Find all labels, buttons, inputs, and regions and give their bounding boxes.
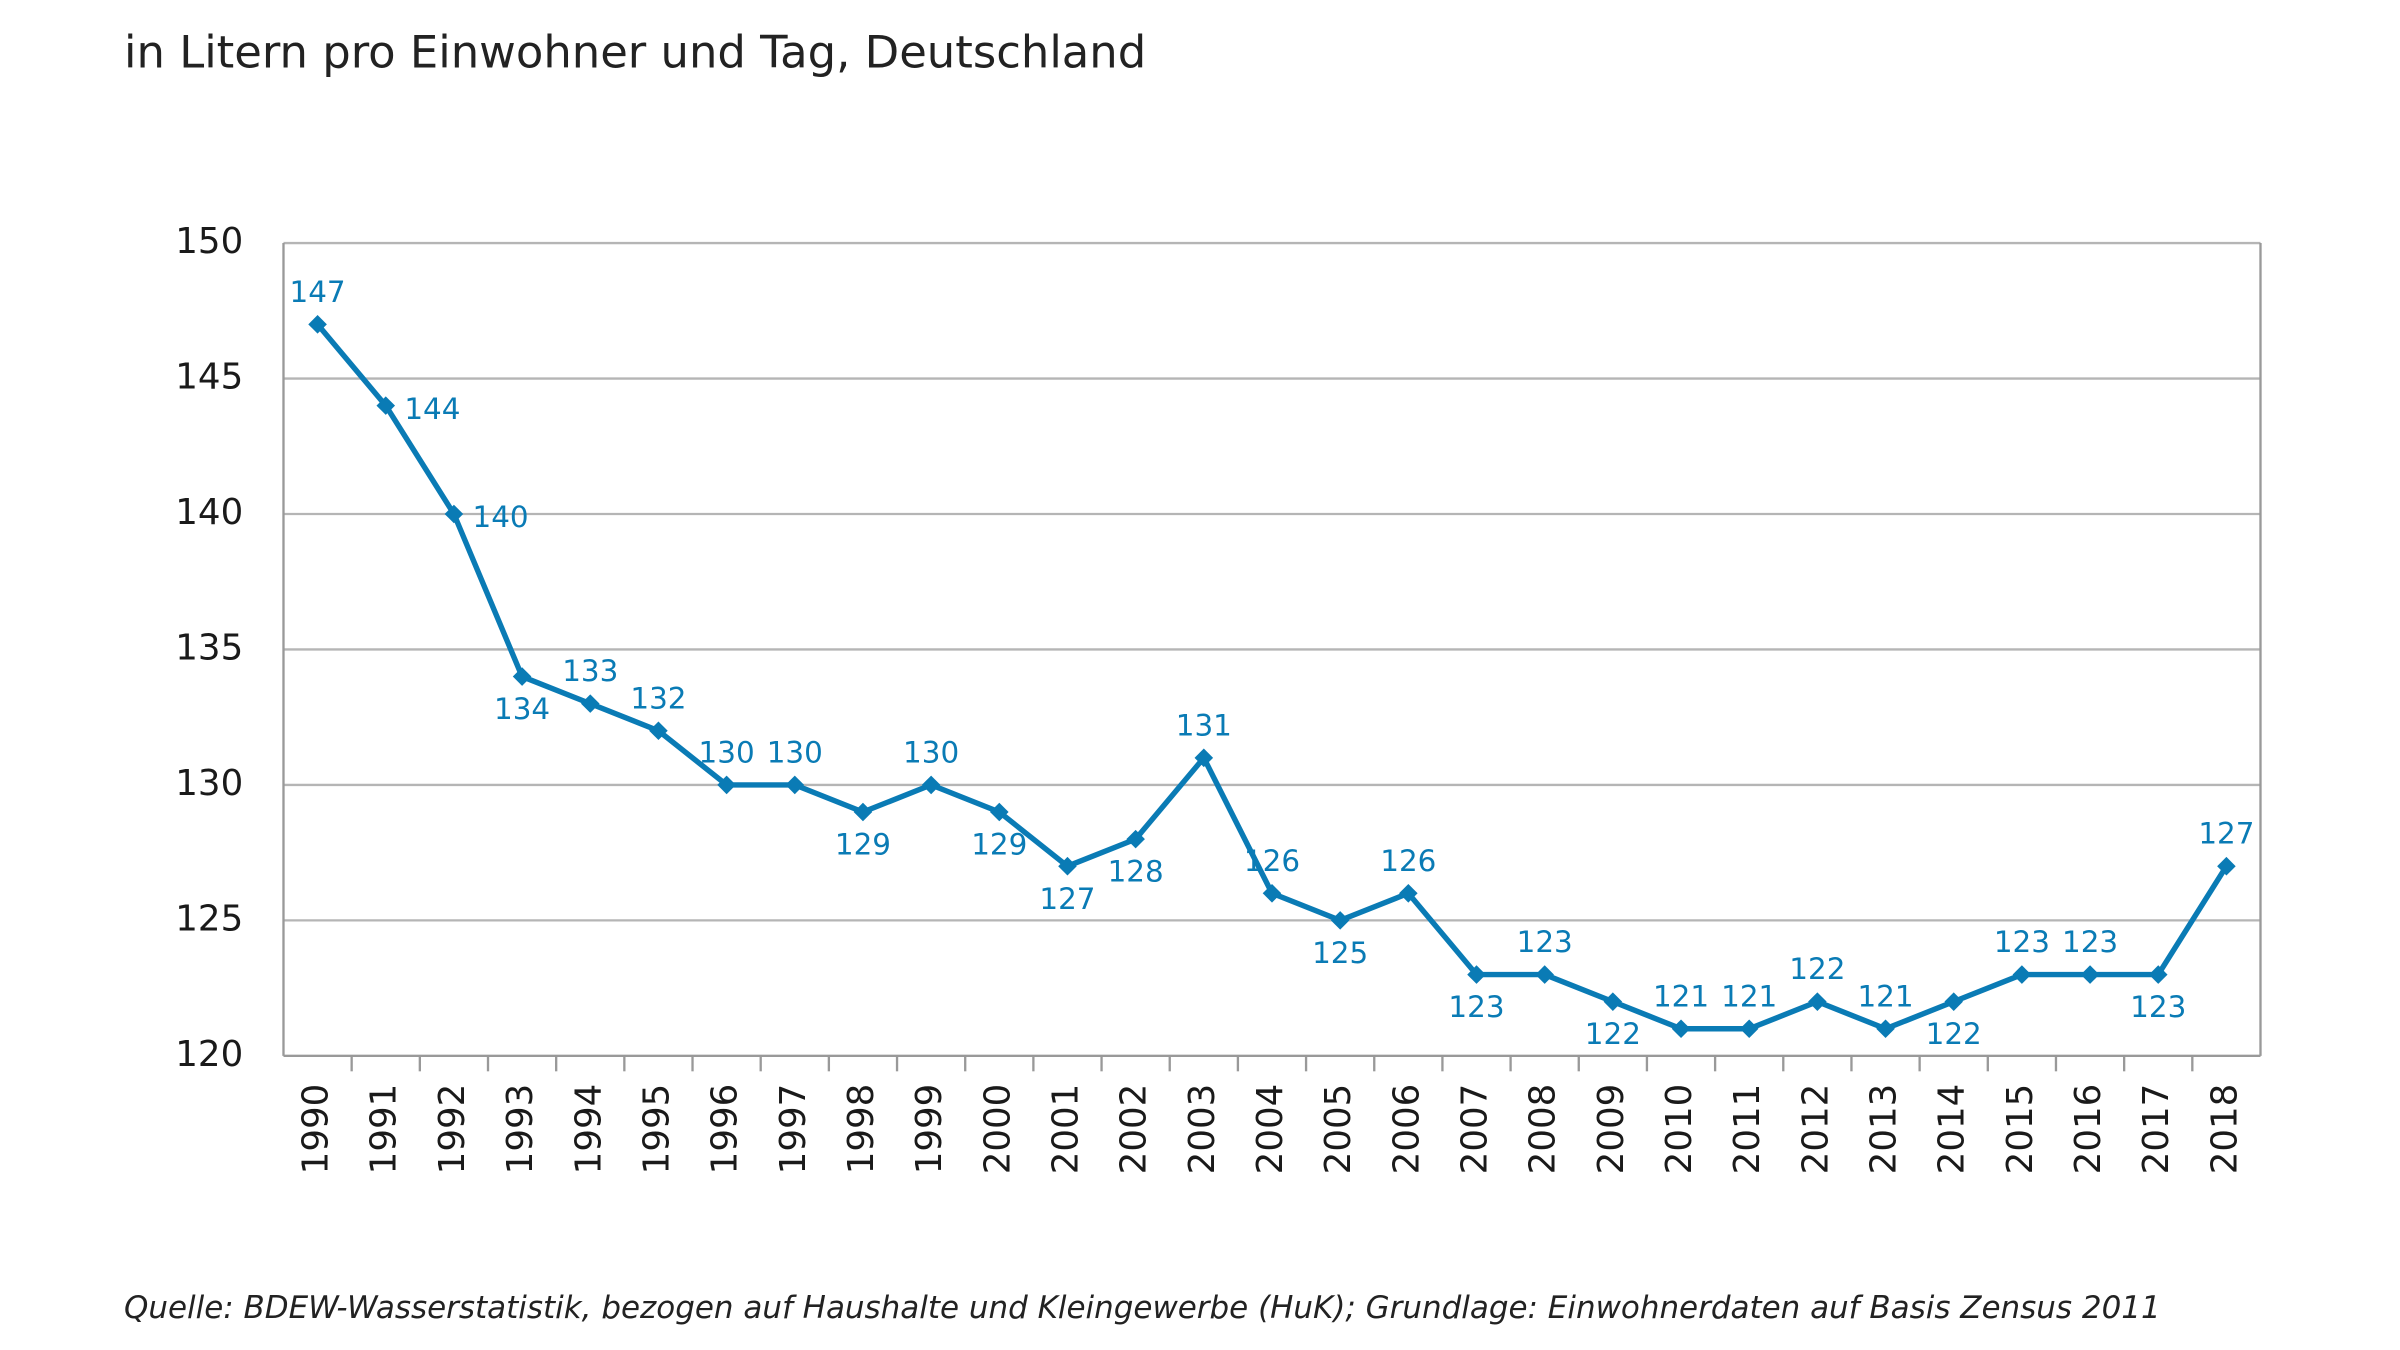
data-point: [2012, 965, 2032, 984]
x-tick-label: 2000: [977, 1084, 1018, 1175]
x-tick-label: 1993: [500, 1084, 541, 1175]
data-label: 123: [1517, 925, 1573, 959]
data-point: [2217, 856, 2236, 876]
data-label: 134: [494, 692, 550, 726]
x-tick-label: 2002: [1114, 1084, 1155, 1175]
x-tick-label: 2010: [1659, 1084, 1700, 1175]
data-point: [1671, 1019, 1691, 1039]
data-point: [1808, 992, 1827, 1011]
x-tick-label: 2012: [1795, 1084, 1836, 1175]
x-tick-label: 1992: [432, 1084, 473, 1175]
y-tick-label: 150: [175, 221, 243, 262]
x-tick-label: 1999: [909, 1084, 950, 1175]
data-point: [1876, 1019, 1895, 1039]
data-label: 121: [1653, 979, 1709, 1013]
x-tick-label: 2015: [2000, 1084, 2041, 1175]
data-point: [1399, 884, 1418, 903]
y-tick-label: 140: [175, 492, 243, 533]
data-label: 121: [1721, 979, 1777, 1013]
data-point: [1194, 748, 1214, 768]
data-label: 144: [404, 392, 460, 426]
x-tick-label: 2003: [1182, 1084, 1223, 1175]
x-tick-label: 1990: [296, 1084, 337, 1175]
data-label: 128: [1108, 855, 1164, 889]
data-label: 122: [1926, 1017, 1982, 1051]
data-label: 122: [1585, 1017, 1641, 1051]
x-tick-label: 2005: [1318, 1084, 1359, 1175]
data-label: 130: [767, 735, 823, 769]
x-tick-label: 2009: [1591, 1084, 1632, 1175]
data-point: [1739, 1019, 1759, 1039]
data-label: 123: [1448, 990, 1504, 1024]
x-tick-label: 2017: [2136, 1084, 2177, 1175]
x-tick-label: 2001: [1045, 1084, 1086, 1175]
data-label: 127: [1039, 882, 1095, 916]
data-point: [1126, 829, 1145, 849]
data-point: [1058, 856, 1077, 876]
data-point: [853, 802, 873, 822]
data-point: [649, 721, 668, 741]
data-point: [1467, 965, 1486, 984]
data-label: 129: [835, 828, 891, 862]
x-tick-label: 1994: [568, 1084, 609, 1175]
y-tick-label: 130: [175, 763, 243, 804]
x-tick-label: 2013: [1864, 1084, 1905, 1175]
data-label: 140: [472, 500, 528, 534]
y-tick-label: 125: [175, 898, 243, 939]
data-label: 123: [1994, 925, 2050, 959]
data-point: [1535, 965, 1554, 984]
x-tick-label: 1991: [364, 1084, 405, 1175]
x-tick-label: 2008: [1523, 1084, 1564, 1175]
data-point: [308, 315, 327, 334]
data-point: [580, 694, 600, 713]
data-point: [990, 802, 1009, 822]
data-point: [1603, 992, 1623, 1011]
data-label: 122: [1789, 952, 1845, 986]
data-label: 125: [1312, 936, 1368, 970]
data-point: [1944, 992, 1964, 1011]
data-label: 127: [2198, 817, 2254, 851]
y-tick-label: 135: [175, 627, 243, 668]
data-label: 123: [2062, 925, 2118, 959]
data-label: 126: [1244, 844, 1300, 878]
y-tick-label: 145: [175, 357, 243, 398]
data-label: 121: [1857, 979, 1913, 1013]
y-tick-label: 120: [175, 1034, 243, 1075]
source-note: Quelle: BDEW-Wasserstatistik, bezogen au…: [124, 1290, 2161, 1326]
data-point: [921, 775, 941, 795]
x-tick-label: 1995: [636, 1084, 677, 1175]
data-point: [2080, 965, 2100, 984]
chart-subtitle: in Litern pro Einwohner und Tag, Deutsch…: [124, 26, 1146, 79]
x-tick-label: 2006: [1386, 1084, 1427, 1175]
x-tick-label: 1997: [773, 1084, 814, 1175]
data-label: 147: [290, 275, 346, 309]
data-point: [444, 504, 464, 524]
data-point: [1330, 911, 1350, 930]
x-tick-label: 1996: [705, 1084, 746, 1175]
data-label: 133: [562, 654, 618, 688]
x-tick-label: 2018: [2204, 1084, 2245, 1175]
data-label: 131: [1176, 708, 1232, 742]
data-label: 126: [1380, 844, 1436, 878]
x-tick-label: 2007: [1455, 1084, 1496, 1175]
data-label: 130: [903, 735, 959, 769]
data-label: 129: [971, 828, 1027, 862]
data-point: [785, 775, 805, 795]
data-point: [1262, 884, 1282, 903]
x-tick-label: 2011: [1727, 1084, 1768, 1175]
data-label: 132: [630, 681, 686, 715]
data-point: [717, 775, 736, 795]
data-point: [512, 667, 532, 686]
data-label: 123: [2130, 990, 2186, 1024]
data-point: [2148, 965, 2168, 984]
data-point: [376, 396, 396, 415]
data-label: 130: [699, 735, 755, 769]
x-tick-label: 2004: [1250, 1084, 1291, 1175]
x-tick-label: 1998: [841, 1084, 882, 1175]
x-tick-label: 2014: [1932, 1084, 1973, 1175]
x-tick-label: 2016: [2068, 1084, 2109, 1175]
